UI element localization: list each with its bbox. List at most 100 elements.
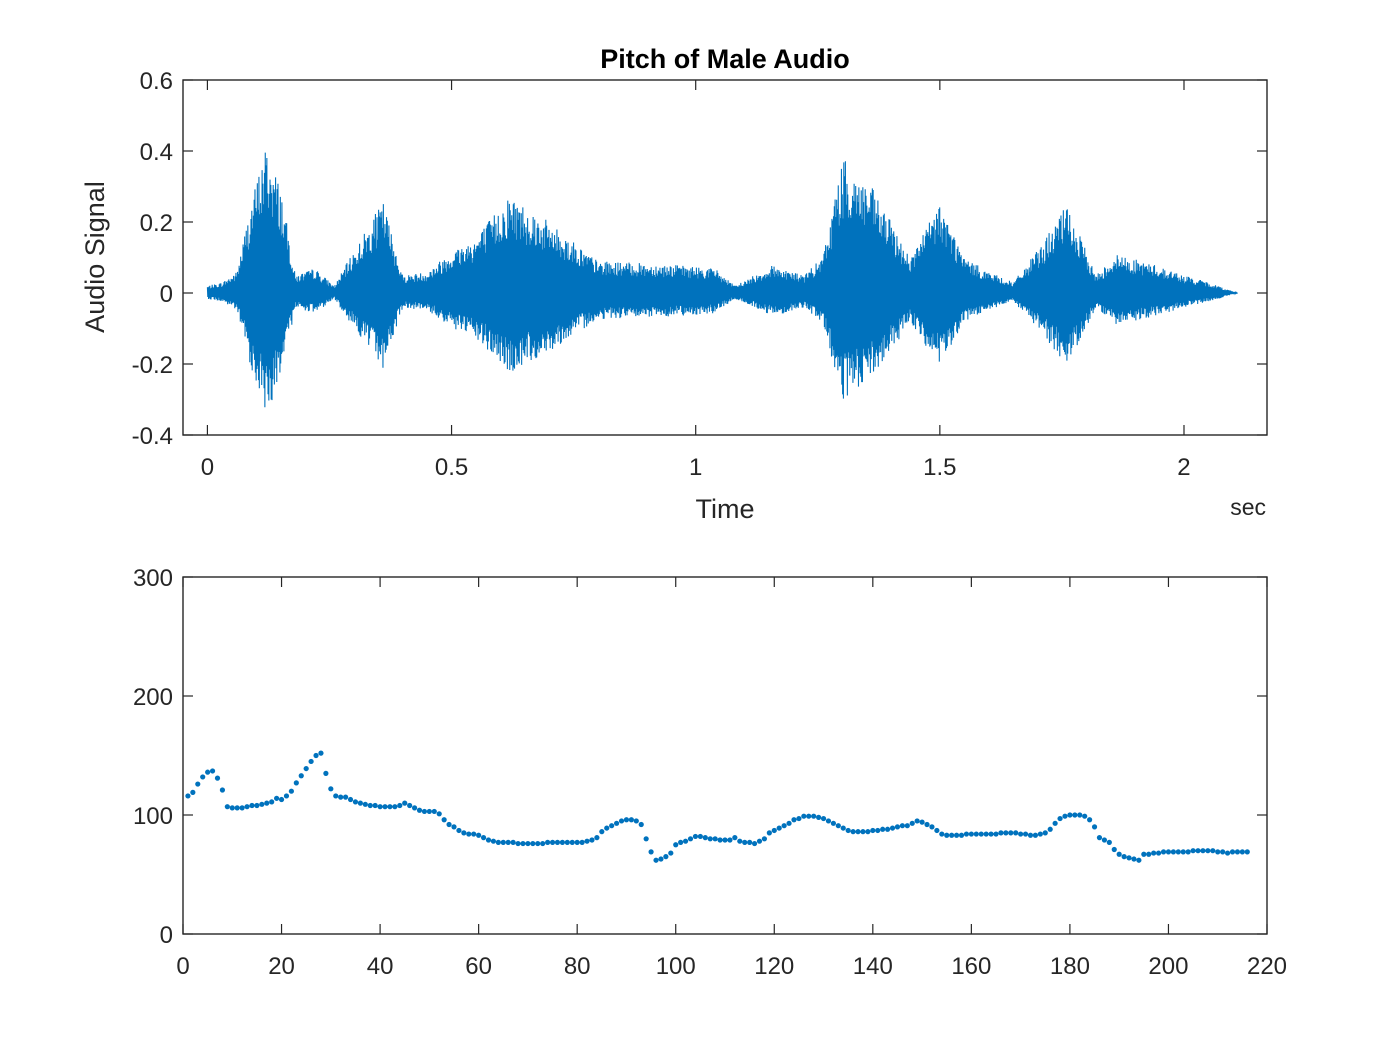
pitch-point: [579, 839, 585, 845]
pitch-point: [722, 837, 728, 843]
pitch-point: [1057, 815, 1063, 822]
pitch-point: [421, 808, 428, 815]
pitch-point: [707, 836, 713, 842]
pitch-point: [574, 839, 580, 845]
pitch-point: [190, 789, 196, 795]
audio-axes-box: [182, 79, 1268, 436]
pitch-point: [485, 837, 492, 843]
pitch-point: [559, 839, 566, 845]
pitch-point: [303, 765, 309, 772]
pitch-point: [904, 823, 910, 829]
pitch-point: [638, 821, 644, 828]
pitch-point: [1111, 846, 1117, 853]
pitch-point: [727, 837, 733, 843]
pitch-point: [259, 801, 265, 807]
pitch-point: [993, 831, 999, 837]
pitch-point: [1210, 848, 1216, 854]
pitch-point: [510, 839, 516, 845]
pitch-point: [1096, 835, 1103, 841]
pitch-point: [362, 801, 368, 807]
audio-axes-ticks: 0 0.5 1 1.5 2 -0.4 -0.2 0 0.2 0.4 0.6: [132, 68, 1267, 481]
pitch-point: [633, 818, 639, 824]
pitch-point: [968, 831, 974, 837]
x-tick-label: 140: [853, 953, 893, 980]
pitch-point: [1180, 849, 1186, 855]
pitch-point: [264, 800, 270, 806]
pitch-point: [929, 824, 935, 830]
pitch-point: [825, 818, 832, 824]
pitch-point: [392, 804, 398, 810]
pitch-point: [973, 831, 979, 837]
x-axis-unit: sec: [1230, 494, 1266, 520]
pitch-point: [387, 804, 393, 810]
pitch-point: [811, 813, 817, 819]
y-tick-label: 100: [133, 803, 173, 830]
pitch-point: [1175, 849, 1181, 855]
pitch-point: [367, 802, 373, 809]
pitch-point: [564, 839, 570, 845]
pitch-axes: 0 20 40 60 80 100 120 140 160 180 200 220 0 100 200 300: [133, 565, 1287, 980]
pitch-point: [338, 794, 344, 800]
pitch-point: [589, 837, 595, 843]
pitch-point: [845, 827, 851, 834]
x-tick-label: 80: [564, 953, 591, 980]
pitch-point: [1042, 830, 1048, 836]
audio-signal-axes: 0 0.5 1 1.5 2 -0.4 -0.2 0 0.2 0.4 0.6 Pitch of Mal…: [80, 44, 1268, 524]
pitch-point: [195, 781, 201, 787]
pitch-point: [875, 827, 881, 834]
x-tick-label: 120: [754, 953, 794, 980]
pitch-point: [283, 793, 290, 799]
pitch-point: [963, 831, 970, 837]
pitch-point: [1037, 831, 1043, 837]
pitch-point: [441, 817, 447, 823]
pitch-point: [776, 825, 782, 831]
pitch-point: [1077, 812, 1083, 818]
x-tick-label: 200: [1148, 953, 1188, 980]
pitch-point: [466, 831, 472, 837]
pitch-point: [1160, 849, 1167, 855]
pitch-point: [274, 795, 280, 801]
pitch-point: [249, 802, 255, 809]
pitch-point: [889, 825, 896, 831]
pitch-point: [761, 836, 768, 842]
pitch-point: [1022, 831, 1029, 837]
y-tick-label: 0.4: [140, 139, 173, 166]
pitch-point: [471, 831, 477, 837]
pitch-point: [909, 820, 915, 826]
pitch-point: [426, 808, 432, 815]
pitch-point: [219, 787, 226, 793]
pitch-point: [682, 838, 689, 844]
pitch-point: [742, 839, 748, 845]
pitch-point: [604, 825, 610, 831]
pitch-point: [1116, 851, 1122, 857]
x-axis-label: Time: [696, 494, 755, 524]
y-tick-label: 200: [133, 684, 173, 711]
pitch-point: [1215, 849, 1221, 855]
pitch-point: [515, 840, 521, 847]
x-tick-label: 100: [656, 953, 696, 980]
pitch-point: [209, 768, 216, 774]
pitch-point: [1151, 850, 1157, 856]
pitch-point: [1229, 849, 1236, 855]
pitch-point: [308, 758, 314, 765]
pitch-point: [288, 788, 294, 794]
pitch-point: [1156, 850, 1162, 856]
y-tick-label: 0: [160, 281, 173, 308]
pitch-point: [766, 830, 772, 836]
pitch-point: [988, 831, 994, 837]
pitch-point: [416, 807, 423, 813]
x-tick-label: 180: [1050, 953, 1090, 980]
x-tick-label: 2: [1177, 454, 1190, 481]
pitch-point: [860, 829, 866, 835]
pitch-point: [958, 832, 965, 838]
pitch-point: [653, 857, 659, 863]
pitch-point: [525, 840, 531, 847]
pitch-point: [618, 818, 625, 824]
pitch-point: [1072, 812, 1078, 818]
pitch-point: [318, 750, 324, 756]
pitch-point: [914, 818, 920, 824]
pitch-point: [480, 835, 487, 841]
pitch-point: [1067, 812, 1073, 818]
